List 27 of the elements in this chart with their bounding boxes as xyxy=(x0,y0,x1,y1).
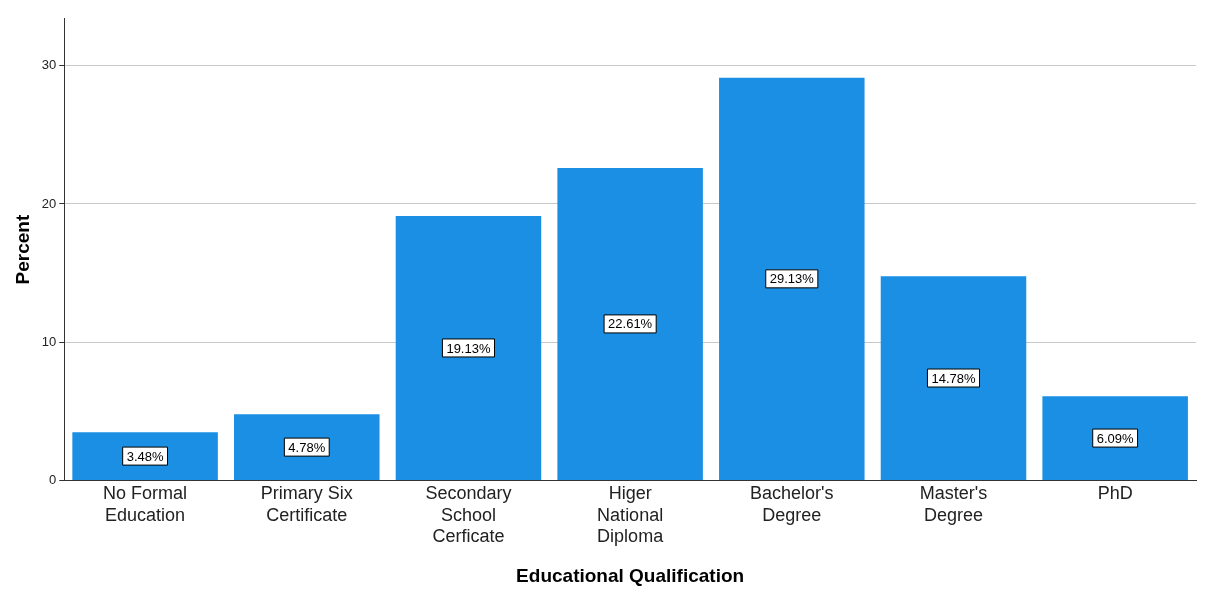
data-label: 4.78% xyxy=(288,439,326,455)
y-tick-label: 30 xyxy=(41,57,57,73)
data-label: 22.61% xyxy=(608,316,653,332)
y-tick-label: 20 xyxy=(41,195,57,211)
y-axis-title: Percent xyxy=(11,214,33,285)
bar xyxy=(1042,396,1188,480)
x-tick-label: PhD xyxy=(1097,483,1133,504)
y-tick-label: 10 xyxy=(41,333,57,349)
y-tick-label: 0 xyxy=(49,471,57,487)
bar xyxy=(234,414,380,480)
data-label: 3.48% xyxy=(126,448,164,464)
x-axis-title: Educational Qualification xyxy=(516,564,745,586)
x-tick-label: Primary Six Certificate xyxy=(260,483,353,525)
data-label: 19.13% xyxy=(446,340,491,356)
bar xyxy=(880,276,1027,480)
data-label: 6.09% xyxy=(1096,430,1135,446)
bar xyxy=(72,432,218,480)
x-tick-label: Bachelor's Degree xyxy=(750,483,834,525)
bar xyxy=(557,167,703,480)
x-tick-label: Higer National Diploma xyxy=(597,483,665,547)
x-tick-label: Secondary School Cerficate xyxy=(425,483,512,547)
data-label: 29.13% xyxy=(769,271,815,287)
data-label: 14.78% xyxy=(931,370,976,386)
x-tick-label: No Formal Education xyxy=(103,483,188,525)
bar xyxy=(395,216,542,480)
x-tick-label: Master's Degree xyxy=(919,483,988,525)
bar xyxy=(719,77,865,480)
